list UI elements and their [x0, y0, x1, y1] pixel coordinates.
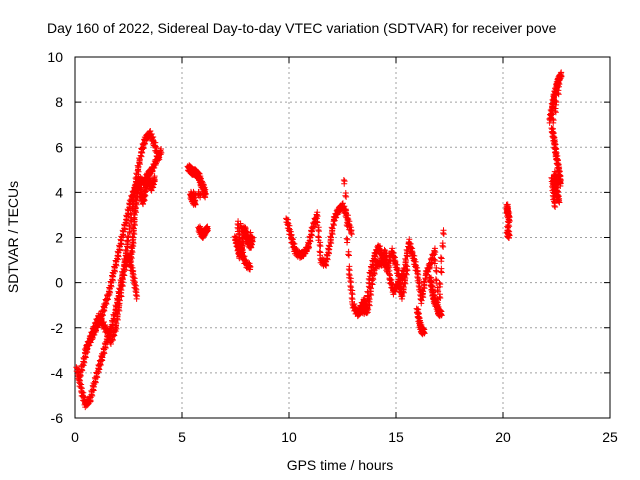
data-point [158, 149, 165, 156]
data-point [436, 280, 443, 287]
data-point [438, 269, 445, 276]
data-point [242, 228, 249, 235]
data-point [365, 295, 372, 302]
data-point [345, 270, 352, 277]
data-point [342, 206, 349, 213]
y-tick-label: 8 [55, 94, 63, 110]
data-point [552, 109, 559, 116]
y-tick-label: -2 [51, 320, 64, 336]
data-point [119, 275, 126, 282]
data-point [555, 79, 562, 86]
x-tick-label: 5 [178, 429, 186, 445]
data-point [151, 176, 158, 183]
data-point [437, 295, 444, 302]
data-point [558, 73, 565, 80]
data-point [314, 213, 321, 220]
y-tick-label: -6 [51, 410, 64, 426]
data-point [316, 228, 323, 235]
y-tick-label: 2 [55, 230, 63, 246]
data-point [555, 91, 562, 98]
data-point [316, 248, 323, 255]
data-point [343, 193, 350, 200]
data-point [340, 176, 347, 183]
data-point [348, 295, 355, 302]
data-point [437, 254, 444, 261]
data-point [552, 204, 559, 211]
data-point [438, 312, 445, 319]
data-point [440, 243, 447, 250]
data-point [315, 233, 322, 240]
data-point [116, 296, 123, 303]
y-tick-label: 10 [47, 49, 63, 65]
data-point [364, 305, 371, 312]
data-point [115, 301, 122, 308]
data-point [203, 224, 210, 231]
data-point [343, 235, 350, 242]
x-tick-label: 10 [281, 429, 297, 445]
data-point [313, 218, 320, 225]
data-point [367, 284, 374, 291]
x-tick-label: 15 [388, 429, 404, 445]
data-point [246, 262, 253, 269]
data-point [237, 244, 244, 251]
y-tick-label: 4 [55, 184, 63, 200]
data-point [552, 97, 559, 104]
data-point [505, 231, 512, 238]
x-tick-label: 0 [71, 429, 79, 445]
data-point [421, 330, 428, 337]
data-point [131, 222, 138, 229]
data-point [404, 267, 411, 274]
data-point [131, 231, 138, 238]
data-point [117, 286, 124, 293]
data-point [348, 231, 355, 238]
x-tick-label: 20 [495, 429, 511, 445]
chart-title: Day 160 of 2022, Sidereal Day-to-day VTE… [47, 20, 557, 36]
data-point [369, 281, 376, 288]
y-tick-label: 0 [55, 275, 63, 291]
data-point [133, 292, 140, 299]
axis-ticks: 0 5 10 15 20 25 -6 -4 -2 0 2 4 6 8 10 [47, 49, 618, 445]
x-tick-label: 25 [602, 429, 618, 445]
data-point [432, 276, 439, 283]
data-point [347, 283, 354, 290]
data-point [247, 233, 254, 240]
data-series [73, 69, 565, 411]
y-axis-label: SDTVAR / TECUs [5, 181, 21, 293]
y-tick-label: 6 [55, 139, 63, 155]
y-tick-label: -4 [51, 365, 64, 381]
data-point [317, 243, 324, 250]
data-point [192, 201, 199, 208]
grid [75, 57, 610, 418]
x-axis-label: GPS time / hours [287, 457, 394, 473]
data-point [344, 223, 351, 230]
data-point [432, 249, 439, 256]
data-point [121, 272, 128, 279]
data-point [549, 116, 556, 123]
data-point [124, 237, 131, 244]
data-point [431, 256, 438, 263]
data-point [403, 271, 410, 278]
data-point [130, 240, 137, 247]
data-point [132, 288, 139, 295]
data-point [236, 234, 243, 241]
data-point [440, 231, 447, 238]
data-point [345, 252, 352, 259]
data-point [234, 224, 241, 231]
